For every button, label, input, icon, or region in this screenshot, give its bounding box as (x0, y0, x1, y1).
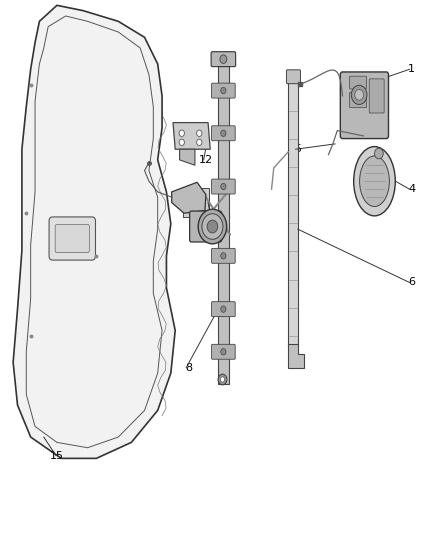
Circle shape (179, 130, 184, 136)
Text: 12: 12 (199, 155, 213, 165)
FancyBboxPatch shape (212, 179, 235, 194)
Circle shape (221, 349, 226, 355)
Text: 4: 4 (408, 184, 415, 194)
Polygon shape (180, 149, 195, 165)
Ellipse shape (360, 156, 389, 206)
FancyBboxPatch shape (183, 188, 209, 217)
FancyBboxPatch shape (286, 70, 300, 84)
Polygon shape (13, 5, 175, 458)
Circle shape (197, 139, 202, 146)
FancyBboxPatch shape (350, 92, 367, 108)
FancyBboxPatch shape (288, 72, 298, 346)
FancyBboxPatch shape (340, 72, 389, 139)
Circle shape (221, 306, 226, 312)
Circle shape (220, 377, 225, 382)
Polygon shape (173, 123, 210, 149)
Circle shape (207, 220, 218, 233)
FancyBboxPatch shape (212, 126, 235, 141)
FancyBboxPatch shape (212, 248, 235, 263)
FancyBboxPatch shape (211, 52, 236, 67)
FancyBboxPatch shape (212, 302, 235, 317)
Polygon shape (172, 182, 206, 213)
FancyBboxPatch shape (369, 79, 384, 113)
FancyBboxPatch shape (49, 217, 95, 260)
Circle shape (220, 55, 227, 63)
Circle shape (179, 139, 184, 146)
Text: 6: 6 (408, 278, 415, 287)
FancyBboxPatch shape (55, 224, 89, 253)
Circle shape (221, 87, 226, 94)
FancyBboxPatch shape (350, 76, 367, 89)
Text: 15: 15 (50, 451, 64, 461)
FancyBboxPatch shape (190, 211, 222, 242)
Circle shape (221, 183, 226, 190)
FancyBboxPatch shape (212, 344, 235, 359)
Ellipse shape (202, 214, 223, 239)
FancyBboxPatch shape (218, 53, 229, 384)
Text: 5: 5 (294, 144, 301, 154)
Circle shape (374, 148, 383, 159)
Circle shape (221, 130, 226, 136)
Polygon shape (288, 344, 304, 368)
Circle shape (197, 130, 202, 136)
Ellipse shape (198, 209, 227, 244)
Ellipse shape (354, 147, 395, 216)
FancyBboxPatch shape (212, 83, 235, 98)
Circle shape (218, 374, 227, 385)
Circle shape (355, 90, 364, 100)
Circle shape (221, 253, 226, 259)
Text: 10: 10 (208, 222, 222, 231)
Text: 1: 1 (408, 64, 415, 74)
Circle shape (351, 85, 367, 104)
Text: 8: 8 (185, 363, 192, 373)
